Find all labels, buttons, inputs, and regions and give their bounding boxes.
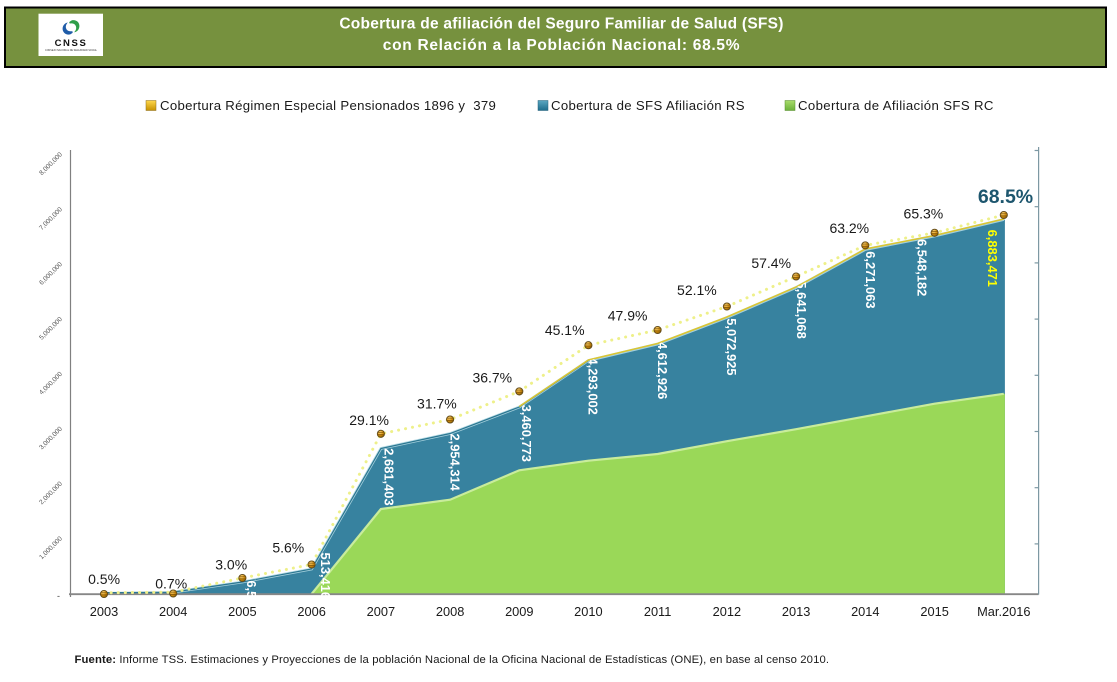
svg-text:6,271,063: 6,271,063 [863, 251, 878, 308]
svg-text:CONSEJO NACIONAL DE SEGURIDAD: CONSEJO NACIONAL DE SEGURIDAD SOCIAL [45, 48, 97, 52]
svg-text:3.0%: 3.0% [215, 557, 247, 573]
svg-text:Cobertura Régimen Especial Pen: Cobertura Régimen Especial Pensionados 1… [160, 98, 496, 113]
svg-text:57.4%: 57.4% [751, 255, 791, 271]
svg-text:2011: 2011 [644, 604, 672, 619]
svg-text:2008: 2008 [436, 604, 464, 619]
svg-text:6,548,182: 6,548,182 [915, 239, 930, 296]
svg-text:5,072,925: 5,072,925 [724, 318, 739, 375]
svg-text:con Relación a la Población Na: con Relación a la Población Nacional: 68… [383, 37, 740, 54]
svg-text:2,681,403: 2,681,403 [381, 448, 396, 505]
svg-text:2015: 2015 [920, 604, 948, 619]
svg-text:4,612,926: 4,612,926 [655, 342, 670, 399]
svg-text:2010: 2010 [574, 604, 602, 619]
svg-text:Mar.2016: Mar.2016 [977, 604, 1030, 619]
svg-text:5,641,068: 5,641,068 [794, 281, 809, 338]
svg-text:68.5%: 68.5% [978, 186, 1033, 208]
svg-text:Cobertura de Afiliación SFS RC: Cobertura de Afiliación SFS RC [798, 98, 994, 113]
svg-text:36.7%: 36.7% [472, 370, 512, 386]
svg-text:2009: 2009 [505, 604, 533, 619]
svg-text:5.6%: 5.6% [272, 540, 304, 556]
svg-text:-: - [57, 591, 60, 601]
svg-text:0.7%: 0.7% [155, 576, 187, 592]
svg-text:513,416: 513,416 [318, 553, 333, 600]
svg-text:Cobertura de afiliación del Se: Cobertura de afiliación del Seguro Famil… [339, 16, 783, 33]
svg-text:31.7%: 31.7% [417, 396, 457, 412]
svg-text:63.2%: 63.2% [829, 220, 869, 236]
svg-text:29.1%: 29.1% [349, 412, 389, 428]
svg-text:2004: 2004 [159, 604, 187, 619]
svg-text:2006: 2006 [297, 604, 325, 619]
svg-text:3,460,773: 3,460,773 [519, 405, 534, 462]
svg-text:47.9%: 47.9% [608, 308, 648, 324]
svg-text:65.3%: 65.3% [904, 206, 944, 222]
svg-text:4,293,002: 4,293,002 [586, 358, 601, 415]
svg-text:2014: 2014 [851, 604, 879, 619]
svg-text:6,883,471: 6,883,471 [985, 230, 1000, 287]
svg-text:2013: 2013 [782, 604, 810, 619]
svg-text:Cobertura de SFS Afiliación RS: Cobertura de SFS Afiliación RS [551, 98, 745, 113]
svg-text:45.1%: 45.1% [545, 322, 585, 338]
svg-text:2007: 2007 [367, 604, 395, 619]
svg-text:2005: 2005 [228, 604, 256, 619]
svg-text:2,954,314: 2,954,314 [447, 434, 462, 492]
svg-text:0.5%: 0.5% [88, 571, 120, 587]
svg-text:CNSS: CNSS [55, 38, 88, 49]
svg-text:Fuente: Informe TSS. Estimacio: Fuente: Informe TSS. Estimaciones y Proy… [75, 654, 830, 666]
svg-text:2012: 2012 [713, 604, 741, 619]
svg-text:52.1%: 52.1% [677, 282, 717, 298]
svg-text:2003: 2003 [90, 604, 118, 619]
